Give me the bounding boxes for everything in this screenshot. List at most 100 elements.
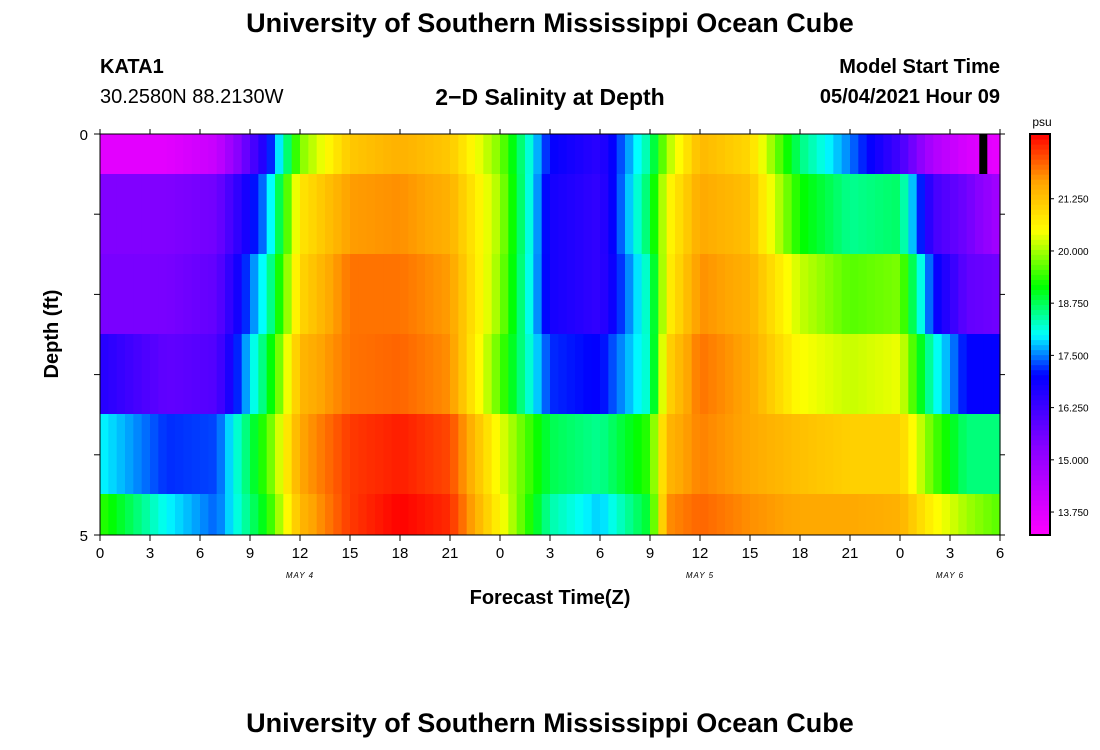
- colorbar-band: [1030, 524, 1050, 531]
- heatmap-cell: [558, 414, 568, 494]
- heatmap-cell: [508, 134, 518, 174]
- heatmap-cell: [275, 254, 284, 334]
- colorbar-band: [1030, 159, 1050, 165]
- colorbar-band: [1030, 194, 1050, 200]
- heatmap-cell: [258, 414, 268, 494]
- heatmap-cell: [533, 174, 543, 254]
- heatmap-cell: [508, 334, 518, 414]
- heatmap-cell: [941, 414, 951, 494]
- station-coordinates: 30.2580N 88.2130W: [100, 86, 284, 108]
- heatmap-cell: [908, 254, 918, 334]
- heatmap-cell: [675, 334, 684, 414]
- heatmap-cell: [550, 334, 559, 414]
- heatmap-cell: [341, 334, 351, 414]
- heatmap-cell: [441, 134, 451, 174]
- heatmap-cell: [225, 494, 234, 535]
- heatmap-cell: [808, 334, 818, 414]
- heatmap-cell: [916, 254, 926, 334]
- heatmap-cell: [866, 134, 876, 174]
- heatmap-cell: [883, 254, 893, 334]
- colorbar-band: [1030, 184, 1050, 190]
- heatmap-cell: [308, 134, 318, 174]
- heatmap-cell: [508, 494, 518, 535]
- heatmap-cell: [875, 414, 884, 494]
- heatmap-cell: [108, 254, 118, 334]
- heatmap-cell: [641, 494, 651, 535]
- colorbar-band: [1030, 474, 1050, 481]
- heatmap-cell: [750, 334, 759, 414]
- heatmap-cell: [125, 134, 134, 174]
- heatmap-cell: [933, 494, 943, 535]
- heatmap-cell: [833, 414, 843, 494]
- heatmap-cell: [966, 134, 976, 174]
- heatmap-cell: [900, 134, 909, 174]
- heatmap-cell: [325, 134, 334, 174]
- heatmap-cell: [266, 494, 276, 535]
- heatmap-cell: [175, 494, 184, 535]
- heatmap-cell: [366, 334, 376, 414]
- heatmap-cell: [183, 174, 193, 254]
- heatmap-cell: [983, 134, 993, 174]
- colorbar-band: [1030, 444, 1050, 451]
- heatmap-cell: [758, 334, 768, 414]
- heatmap-cell: [966, 494, 976, 535]
- colorbar-band: [1030, 204, 1050, 210]
- heatmap-cell: [175, 334, 184, 414]
- heatmap-cell: [150, 134, 159, 174]
- colorbar-band: [1030, 239, 1050, 245]
- heatmap-cell: [200, 414, 209, 494]
- heatmap-cell: [941, 334, 951, 414]
- heatmap-cell: [341, 414, 351, 494]
- heatmap-cell: [491, 174, 501, 254]
- heatmap-cell: [191, 134, 201, 174]
- heatmap-cell: [425, 254, 434, 334]
- heatmap-cell: [666, 494, 676, 535]
- heatmap-cell: [150, 414, 159, 494]
- heatmap-cell: [525, 174, 534, 254]
- heatmap-cell: [700, 334, 709, 414]
- heatmap-cell: [658, 414, 668, 494]
- heatmap-cell: [141, 334, 151, 414]
- heatmap-cell: [516, 174, 526, 254]
- heatmap-cell: [350, 134, 359, 174]
- colorbar-band: [1030, 419, 1050, 426]
- heatmap-cell: [191, 254, 201, 334]
- heatmap-cell: [491, 414, 501, 494]
- heatmap-cell: [166, 334, 176, 414]
- heatmap-cell: [633, 414, 643, 494]
- heatmap-cell: [908, 494, 918, 535]
- heatmap-cell: [216, 334, 226, 414]
- heatmap-cell: [733, 134, 743, 174]
- heatmap-cell: [875, 174, 884, 254]
- heatmap-cell: [566, 174, 576, 254]
- heatmap-cell: [725, 174, 734, 254]
- heatmap-cell: [575, 134, 584, 174]
- heatmap-cell: [291, 174, 301, 254]
- heatmap-cell: [616, 134, 626, 174]
- heatmap-cell: [766, 134, 776, 174]
- heatmap-cell: [516, 254, 526, 334]
- heatmap-cell: [850, 254, 859, 334]
- heatmap-cell: [166, 414, 176, 494]
- heatmap-cell: [583, 174, 593, 254]
- colorbar-band: [1030, 154, 1050, 160]
- colorbar-band: [1030, 399, 1050, 406]
- heatmap-cell: [100, 174, 109, 254]
- colorbar-band: [1030, 519, 1050, 526]
- heatmap-cell: [733, 174, 743, 254]
- heatmap-cell: [225, 414, 234, 494]
- heatmap-cell: [816, 494, 826, 535]
- heatmap-cell: [458, 174, 468, 254]
- heatmap-cell: [633, 254, 643, 334]
- heatmap-cell: [250, 134, 259, 174]
- heatmap-cell: [808, 414, 818, 494]
- heatmap-cell: [400, 254, 409, 334]
- heatmap-cell: [633, 174, 643, 254]
- heatmap-cell: [233, 334, 243, 414]
- heatmap-cell: [116, 494, 126, 535]
- heatmap-cell: [683, 174, 693, 254]
- heatmap-cell: [475, 174, 484, 254]
- heatmap-cell: [675, 174, 684, 254]
- colorbar-band: [1030, 504, 1050, 511]
- heatmap-cell: [433, 174, 443, 254]
